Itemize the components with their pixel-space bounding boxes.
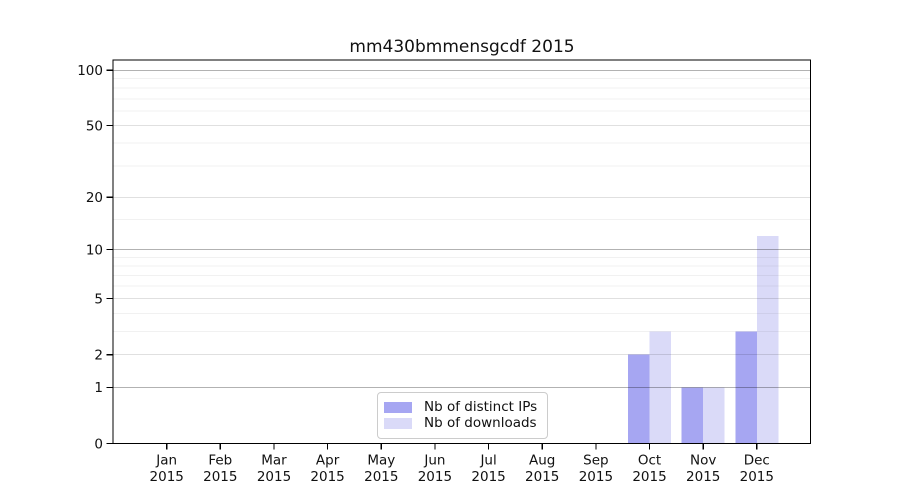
ytick-label-0: 0	[94, 436, 103, 452]
xtick-label-year-jan: 2015	[150, 469, 184, 485]
xtick-label-month-oct: Oct	[638, 453, 661, 469]
legend: Nb of distinct IPs Nb of downloads	[377, 392, 548, 439]
plot-border	[112, 59, 812, 445]
xtick-label-month-apr: Apr	[316, 453, 340, 469]
legend-item-downloads: Nb of downloads	[384, 416, 539, 433]
xtick-label-year-nov: 2015	[686, 469, 720, 485]
bar-nov-2015-s1	[703, 387, 725, 444]
xtick-label-year-aug: 2015	[525, 469, 559, 485]
xtick-label-month-may: May	[367, 453, 395, 469]
legend-label-downloads: Nb of downloads	[424, 415, 537, 431]
xtick-label-year-apr: 2015	[310, 469, 344, 485]
bar-oct-2015-s0	[628, 354, 650, 444]
ytick-label-20: 20	[86, 190, 103, 206]
xtick-label-year-jun: 2015	[418, 469, 452, 485]
xtick-label-month-sep: Sep	[583, 453, 608, 469]
bar-dec-2015-s0	[735, 331, 757, 444]
axes-layer	[112, 59, 812, 445]
ytick-label-1: 1	[94, 380, 103, 396]
gridlines-layer	[113, 69, 811, 388]
xtick-label-month-mar: Mar	[261, 453, 287, 469]
tick-labels-layer: 0125102050100Jan2015Feb2015Mar2015Apr201…	[77, 63, 774, 485]
xtick-label-month-jun: Jun	[423, 453, 445, 469]
ytick-label-10: 10	[86, 242, 103, 258]
bar-oct-2015-s1	[649, 331, 671, 444]
xtick-label-month-dec: Dec	[744, 453, 770, 469]
bars-layer	[628, 236, 779, 444]
bar-nov-2015-s0	[681, 387, 704, 444]
xtick-label-year-feb: 2015	[203, 469, 237, 485]
legend-swatch-distinct-ips	[384, 401, 412, 413]
xtick-label-year-mar: 2015	[257, 469, 291, 485]
legend-swatch-downloads	[384, 418, 412, 430]
legend-label-distinct-ips: Nb of distinct IPs	[424, 398, 538, 415]
ytick-label-5: 5	[94, 291, 103, 307]
ytick-label-50: 50	[86, 118, 103, 134]
xtick-label-year-oct: 2015	[632, 469, 666, 485]
xtick-label-year-jul: 2015	[471, 469, 505, 485]
xtick-label-month-aug: Aug	[529, 453, 555, 469]
ytick-label-2: 2	[94, 348, 103, 364]
xtick-label-month-jul: Jul	[479, 453, 496, 469]
xtick-label-year-sep: 2015	[579, 469, 613, 485]
ytick-label-100: 100	[77, 63, 103, 79]
xtick-label-year-dec: 2015	[740, 469, 774, 485]
chart-title: mm430bmmensgcdf 2015	[349, 37, 575, 57]
bar-dec-2015-s1	[756, 236, 779, 444]
xtick-label-year-may: 2015	[364, 469, 398, 485]
xtick-label-month-jan: Jan	[155, 453, 177, 469]
xtick-label-month-nov: Nov	[690, 453, 716, 469]
xtick-label-month-feb: Feb	[208, 453, 232, 469]
legend-item-distinct-ips: Nb of distinct IPs	[384, 399, 539, 416]
